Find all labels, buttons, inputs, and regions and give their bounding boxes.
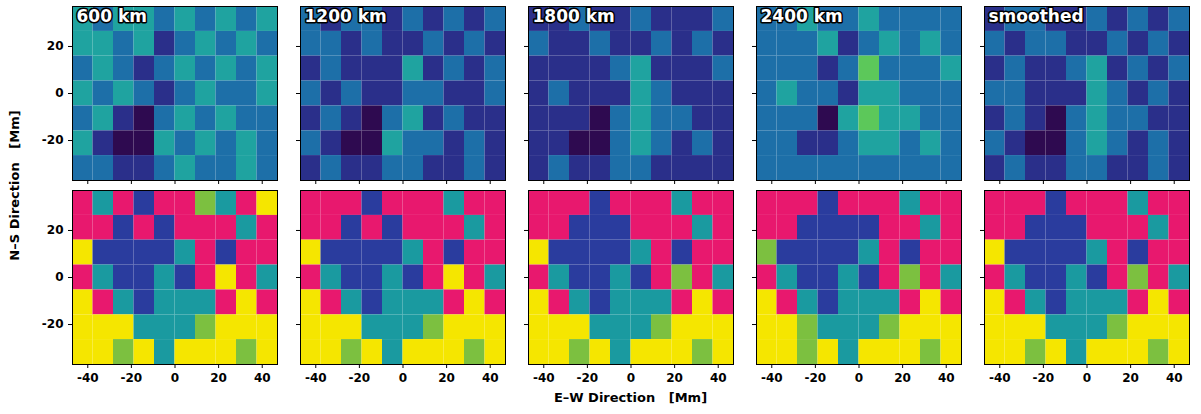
svg-text:0: 0 <box>399 371 407 384</box>
svg-text:-40: -40 <box>533 371 555 384</box>
svg-text:40: 40 <box>482 371 499 384</box>
svg-text:-40: -40 <box>989 371 1011 384</box>
svg-text:-40: -40 <box>305 371 327 384</box>
svg-text:1200 km: 1200 km <box>305 6 387 26</box>
svg-text:-20: -20 <box>577 371 599 384</box>
svg-text:-20: -20 <box>42 317 64 331</box>
svg-text:smoothed: smoothed <box>989 6 1084 26</box>
svg-text:-20: -20 <box>1033 371 1055 384</box>
svg-text:20: 20 <box>210 371 227 384</box>
svg-text:0: 0 <box>1083 371 1091 384</box>
html-text:N–S Direction [Mm]: N–S Direction [Mm] <box>6 110 22 261</box>
svg-text:0: 0 <box>55 86 63 100</box>
svg-text:40: 40 <box>938 371 955 384</box>
svg-text:20: 20 <box>894 371 911 384</box>
svg-text:20: 20 <box>666 371 683 384</box>
svg-text:0: 0 <box>55 270 63 284</box>
svg-text:-20: -20 <box>349 371 371 384</box>
svg-text:0: 0 <box>627 371 635 384</box>
svg-text:40: 40 <box>254 371 271 384</box>
html-text:E–W Direction [Mm]: E–W Direction [Mm] <box>553 390 708 405</box>
svg-text:1800 km: 1800 km <box>533 6 615 26</box>
svg-text:-40: -40 <box>77 371 99 384</box>
svg-text:20: 20 <box>47 223 64 237</box>
svg-text:40: 40 <box>710 371 727 384</box>
svg-text:600 km: 600 km <box>77 6 147 26</box>
svg-text:20: 20 <box>1122 371 1139 384</box>
svg-text:0: 0 <box>171 371 179 384</box>
svg-text:40: 40 <box>1166 371 1183 384</box>
svg-text:20: 20 <box>438 371 455 384</box>
svg-text:2400 km: 2400 km <box>761 6 843 26</box>
svg-text:20: 20 <box>47 39 64 53</box>
svg-text:-20: -20 <box>42 133 64 147</box>
svg-text:-20: -20 <box>805 371 827 384</box>
svg-text:-40: -40 <box>761 371 783 384</box>
svg-text:0: 0 <box>855 371 863 384</box>
svg-text:-20: -20 <box>121 371 143 384</box>
